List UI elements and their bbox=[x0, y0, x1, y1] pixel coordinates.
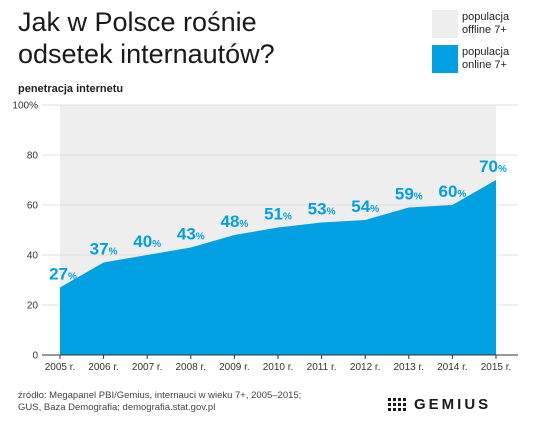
gemius-dots-icon bbox=[388, 398, 406, 411]
data-label: 70% bbox=[479, 157, 507, 176]
x-tick-label: 2012 r. bbox=[350, 362, 381, 373]
y-tick-label: 80 bbox=[27, 151, 39, 162]
x-tick-label: 2007 r. bbox=[132, 362, 163, 373]
y-tick-label: 40 bbox=[27, 251, 39, 262]
x-tick-label: 2009 r. bbox=[219, 362, 250, 373]
y-tick-label: 0 bbox=[32, 351, 38, 362]
chart-title: Jak w Polsce rośnie odsetek internautów? bbox=[18, 7, 275, 69]
y-axis-label: penetracja internetu bbox=[18, 83, 124, 95]
source-note: źródło: Megapanel PBI/Gemius, internauci… bbox=[18, 390, 302, 413]
data-label: 51% bbox=[264, 205, 292, 224]
data-label: 54% bbox=[351, 197, 379, 216]
x-tick-label: 2006 r. bbox=[88, 362, 119, 373]
data-label: 27% bbox=[49, 265, 77, 284]
data-label: 59% bbox=[395, 185, 423, 204]
gemius-logo: GEMIUS bbox=[388, 396, 491, 413]
y-tick-label: 100% bbox=[12, 101, 38, 112]
data-label: 40% bbox=[133, 232, 161, 251]
data-label: 60% bbox=[438, 182, 466, 201]
legend-label-online: populacja online 7+ bbox=[462, 46, 510, 71]
legend-label-offline: populacja offline 7+ bbox=[462, 11, 510, 36]
data-label: 53% bbox=[308, 200, 336, 219]
data-label: 43% bbox=[177, 225, 205, 244]
legend-swatch-online bbox=[432, 45, 458, 73]
legend-item-online: populacja online 7+ bbox=[432, 45, 534, 73]
data-label: 37% bbox=[90, 240, 118, 259]
legend-swatch-offline bbox=[432, 10, 458, 38]
online-area bbox=[60, 180, 496, 355]
x-tick-label: 2010 r. bbox=[263, 362, 294, 373]
legend: populacja offline 7+ populacja online 7+ bbox=[432, 10, 534, 80]
x-tick-label: 2005 r. bbox=[45, 362, 76, 373]
legend-item-offline: populacja offline 7+ bbox=[432, 10, 534, 38]
x-tick-label: 2013 r. bbox=[394, 362, 425, 373]
y-tick-label: 20 bbox=[27, 301, 39, 312]
x-tick-label: 2015 r. bbox=[481, 362, 512, 373]
x-tick-label: 2011 r. bbox=[307, 362, 337, 373]
y-tick-label: 60 bbox=[27, 201, 39, 212]
brand-name: GEMIUS bbox=[414, 396, 492, 413]
x-tick-label: 2008 r. bbox=[176, 362, 207, 373]
data-label: 48% bbox=[220, 212, 248, 231]
x-tick-label: 2014 r. bbox=[437, 362, 468, 373]
area-chart: 0 20 40 60 80 100% 2005 r. 2006 r. 2007 r. 2008 r… bbox=[12, 101, 518, 373]
